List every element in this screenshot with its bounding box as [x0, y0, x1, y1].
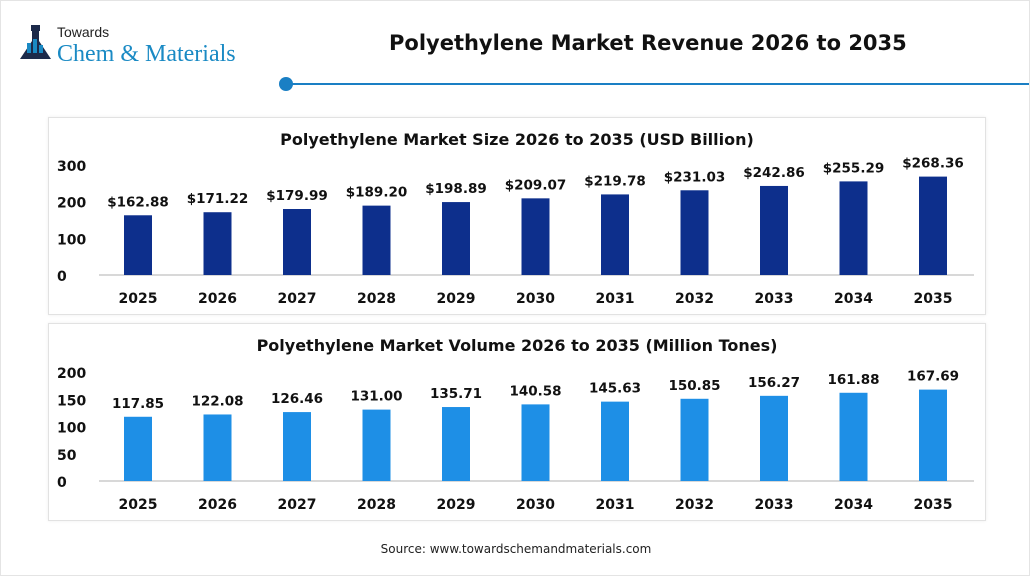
- data-label: $179.99: [266, 188, 328, 204]
- bar: [680, 398, 709, 481]
- data-label: $219.78: [584, 173, 646, 189]
- logo-main-text: Chem & Materials: [57, 41, 236, 67]
- bar: [442, 202, 470, 275]
- x-tick-label: 2031: [596, 291, 635, 307]
- data-label: $242.86: [743, 165, 805, 181]
- x-tick-label: 2032: [675, 291, 714, 307]
- logo-top-text: Towards: [57, 24, 110, 40]
- data-label: 161.88: [827, 372, 879, 388]
- data-label: $268.36: [902, 156, 964, 172]
- x-tick-label: 2035: [914, 497, 953, 513]
- size-chart-panel: Polyethylene Market Size 2026 to 2035 (U…: [48, 117, 986, 315]
- data-label: $255.29: [823, 160, 885, 176]
- flask-icon: [20, 25, 51, 59]
- y-tick-label: 200: [57, 366, 86, 382]
- bar: [124, 215, 152, 275]
- x-tick-label: 2032: [675, 497, 714, 513]
- bar: [919, 176, 947, 275]
- chart-title: Polyethylene Market Size 2026 to 2035 (U…: [280, 130, 754, 149]
- bar: [680, 190, 709, 275]
- data-label: $189.20: [346, 185, 408, 201]
- x-tick-label: 2027: [278, 291, 317, 307]
- x-tick-label: 2029: [437, 497, 476, 513]
- data-label: $162.88: [107, 194, 169, 210]
- data-label: 140.58: [509, 383, 561, 399]
- data-label: 131.00: [350, 389, 402, 405]
- bar: [283, 209, 311, 275]
- x-tick-label: 2030: [516, 497, 555, 513]
- x-tick-label: 2033: [755, 497, 794, 513]
- y-tick-label: 100: [57, 421, 86, 437]
- bar: [362, 409, 391, 481]
- volume-chart-panel: Polyethylene Market Volume 2026 to 2035 …: [48, 323, 986, 521]
- data-label: 145.63: [589, 381, 641, 397]
- page-title: Polyethylene Market Revenue 2026 to 2035: [389, 31, 907, 55]
- data-label: 156.27: [748, 375, 800, 391]
- data-label: $171.22: [187, 191, 249, 207]
- data-label: 117.85: [112, 396, 164, 412]
- source-text: Source: www.towardschemandmaterials.com: [380, 542, 652, 556]
- bar: [919, 389, 947, 481]
- y-tick-label: 50: [57, 448, 77, 464]
- x-tick-label: 2026: [198, 497, 237, 513]
- bar: [839, 181, 868, 275]
- x-tick-label: 2025: [119, 497, 158, 513]
- bar: [442, 407, 470, 481]
- bar: [760, 185, 788, 275]
- y-tick-label: 100: [57, 232, 86, 248]
- y-tick-label: 0: [57, 475, 67, 491]
- bar: [601, 194, 629, 275]
- x-tick-label: 2035: [914, 291, 953, 307]
- x-tick-label: 2030: [516, 291, 555, 307]
- x-tick-label: 2031: [596, 497, 635, 513]
- bar: [601, 401, 629, 481]
- x-tick-label: 2034: [834, 497, 873, 513]
- accent-dot: [279, 77, 293, 91]
- data-label: 126.46: [271, 391, 323, 407]
- chart-title: Polyethylene Market Volume 2026 to 2035 …: [257, 336, 778, 355]
- accent-line: [286, 83, 1029, 85]
- x-tick-label: 2025: [119, 291, 158, 307]
- x-tick-label: 2028: [357, 497, 396, 513]
- data-label: 150.85: [668, 378, 720, 394]
- x-tick-label: 2028: [357, 291, 396, 307]
- x-tick-label: 2029: [437, 291, 476, 307]
- y-tick-label: 300: [57, 159, 86, 175]
- y-tick-label: 150: [57, 393, 86, 409]
- bar: [521, 404, 550, 481]
- bar: [760, 395, 788, 481]
- bar: [521, 198, 550, 275]
- logo: Towards Chem & Materials: [19, 25, 279, 69]
- x-tick-label: 2033: [755, 291, 794, 307]
- data-label: 122.08: [191, 393, 243, 409]
- data-label: 167.69: [907, 369, 959, 385]
- bar: [124, 416, 152, 481]
- bar: [283, 412, 311, 481]
- data-label: $198.89: [425, 181, 487, 197]
- data-label: $231.03: [664, 169, 726, 185]
- data-label: 135.71: [430, 386, 482, 402]
- data-label: $209.07: [505, 177, 567, 193]
- y-tick-label: 200: [57, 196, 86, 212]
- y-tick-label: 0: [57, 269, 67, 285]
- bar: [839, 392, 868, 481]
- x-tick-label: 2027: [278, 497, 317, 513]
- bar: [362, 205, 391, 275]
- volume-chart: Polyethylene Market Volume 2026 to 2035 …: [57, 336, 974, 513]
- x-tick-label: 2026: [198, 291, 237, 307]
- x-tick-label: 2034: [834, 291, 873, 307]
- size-chart: Polyethylene Market Size 2026 to 2035 (U…: [57, 130, 974, 307]
- bar: [203, 212, 232, 275]
- bar: [203, 414, 232, 481]
